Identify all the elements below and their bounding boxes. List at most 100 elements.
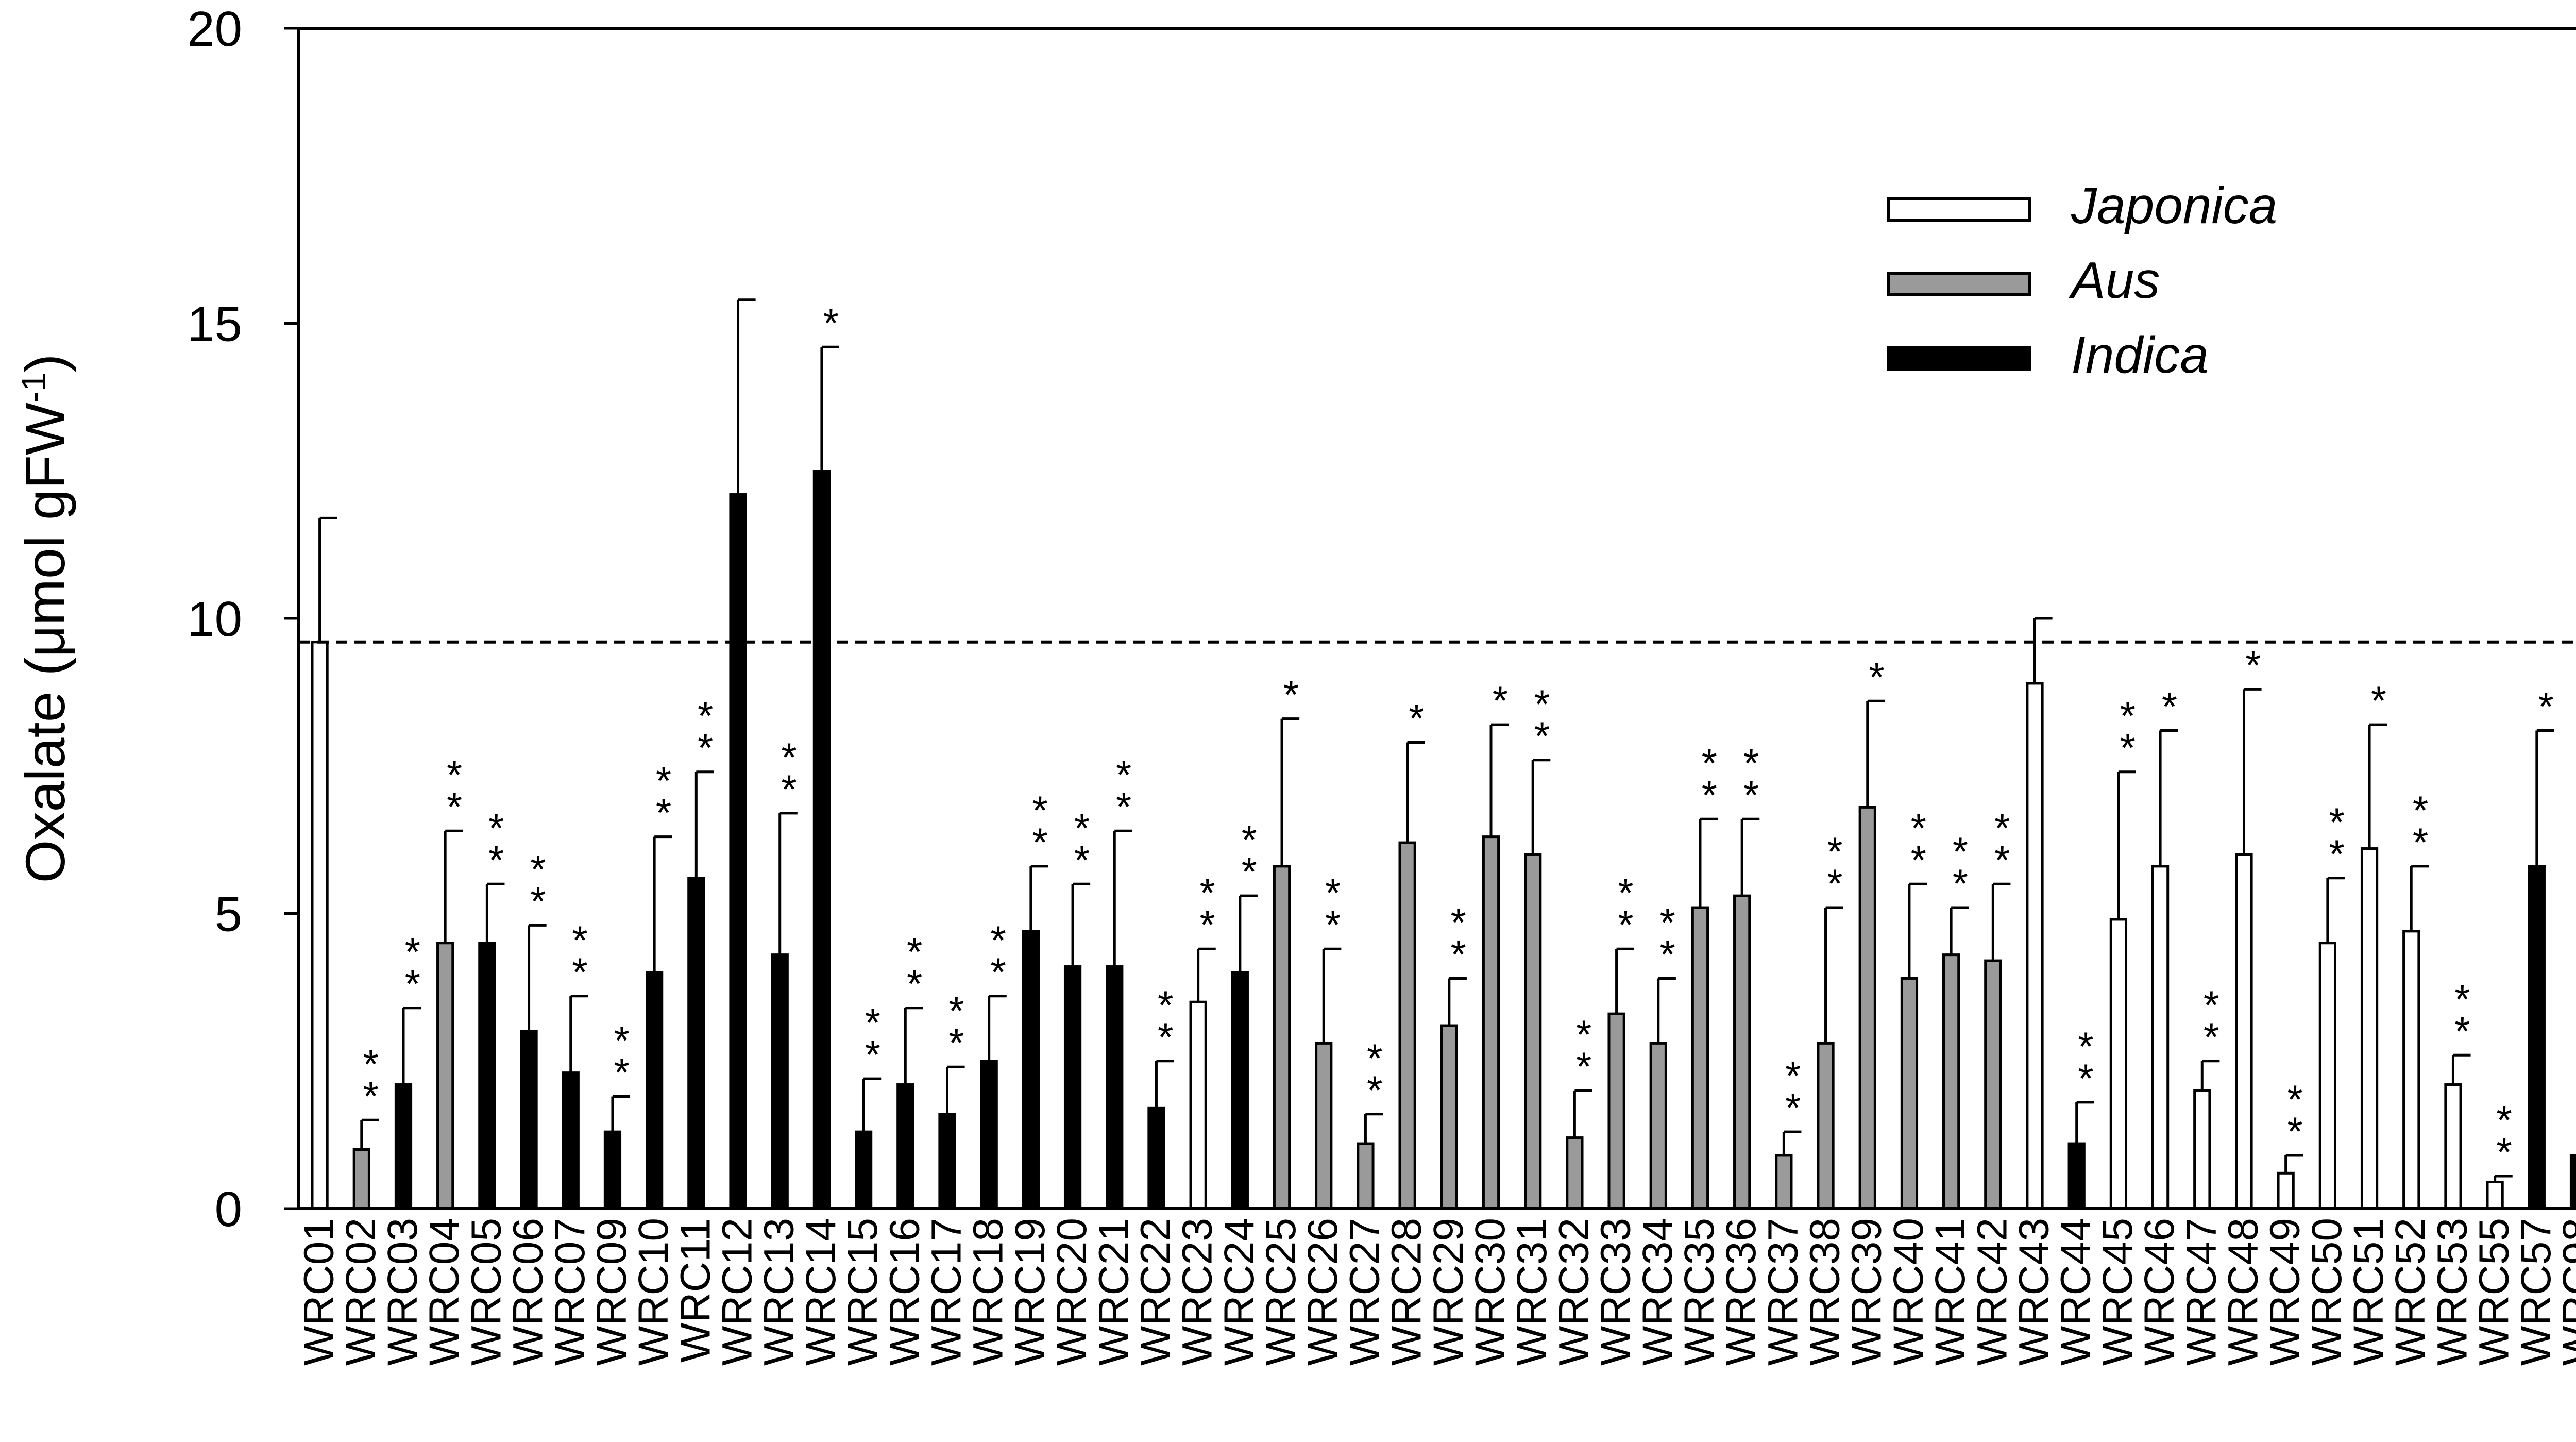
x-tick-label: WRC03 (379, 1218, 426, 1366)
x-tick-label: WRC28 (1383, 1218, 1430, 1366)
bar-group-wrc35: ** (1691, 740, 1718, 1210)
bar (1482, 835, 1500, 1210)
bar (896, 1083, 914, 1210)
significance-star: * (1325, 870, 1341, 915)
bar-group-wrc41: ** (1942, 829, 1969, 1210)
bar (2569, 1154, 2576, 1210)
bar (436, 942, 454, 1210)
significance-star: * (1659, 931, 1675, 977)
significance-star: * (1199, 870, 1215, 915)
x-tick-label: WRC06 (505, 1218, 552, 1366)
bar (520, 1030, 538, 1210)
bar-series: ****** ** ********** ************* *********… (311, 298, 2576, 1210)
bar-group-wrc03: ** (394, 929, 421, 1210)
significance-star: * (1116, 752, 1131, 797)
significance-star: * (1534, 713, 1550, 759)
y-axis-label-superscript: -1 (14, 372, 53, 403)
bar-group-wrc12 (729, 298, 756, 1210)
significance-star: * (2329, 831, 2345, 877)
bar (2277, 1171, 2295, 1210)
bar-group-wrc06: ** (520, 846, 547, 1210)
significance-star: * (990, 917, 1006, 963)
y-axis-title: Oxalate (μmol gFW-1) (14, 354, 76, 883)
significance-star: * (1367, 1035, 1382, 1081)
x-tick-label: WRC34 (1634, 1218, 1681, 1366)
bar-group-wrc53: ** (2444, 976, 2471, 1210)
bar (394, 1083, 413, 1210)
significance-star: * (363, 1041, 378, 1086)
bar-group-wrc09: ** (603, 1017, 631, 1210)
bar-group-wrc49: ** (2277, 1077, 2303, 1210)
significance-star: * (405, 929, 420, 975)
bar (1607, 1012, 1625, 1210)
bar (1775, 1154, 1793, 1210)
significance-star: * (447, 752, 462, 797)
x-tick-label: WRC52 (2387, 1218, 2434, 1366)
x-tick-label: WRC17 (923, 1218, 970, 1366)
significance-star: * (2120, 693, 2136, 739)
x-tick-label: WRC29 (1425, 1218, 1472, 1366)
significance-star: * (363, 1073, 378, 1118)
bar-group-wrc57: * (2528, 684, 2554, 1210)
significance-star: * (1409, 695, 1424, 741)
significance-star: * (2120, 725, 2136, 770)
bar-group-wrc31: ** (1524, 681, 1551, 1210)
significance-star: * (1576, 1012, 1591, 1057)
bar-group-wrc55: ** (2486, 1097, 2513, 1210)
significance-star: * (698, 693, 713, 739)
bar-group-wrc46: * (2151, 684, 2178, 1210)
bar (1398, 841, 1416, 1210)
bar-group-wrc51: * (2360, 678, 2387, 1210)
significance-star: * (907, 961, 922, 1007)
bar-group-wrc17: ** (938, 988, 965, 1210)
significance-star: * (2454, 976, 2470, 1021)
bar (311, 641, 329, 1210)
bar (2486, 1180, 2504, 1210)
bar (2151, 865, 2170, 1210)
significance-star: * (572, 917, 587, 963)
bar-group-wrc01 (311, 516, 337, 1210)
significance-star: * (1702, 740, 1717, 785)
significance-star: * (1911, 837, 1926, 882)
significance-star: * (865, 1000, 880, 1045)
x-tick-label: WRC11 (672, 1218, 719, 1363)
significance-star: * (1367, 1067, 1382, 1113)
bar (603, 1130, 622, 1210)
significance-star: * (1074, 805, 1090, 850)
x-tick-label: WRC42 (1969, 1218, 2015, 1366)
bar (1858, 806, 1876, 1210)
bar-group-wrc40: ** (1900, 805, 1927, 1210)
x-tick-label: WRC26 (1299, 1218, 1346, 1366)
bar (1231, 971, 1249, 1210)
bar-group-wrc02: ** (352, 1041, 379, 1210)
x-tick-label: WRC50 (2303, 1218, 2350, 1366)
significance-star: * (447, 784, 462, 829)
significance-star: * (1074, 837, 1090, 882)
x-tick-label: WRC47 (2178, 1218, 2225, 1366)
significance-star: * (656, 758, 671, 803)
x-tick-label: WRC21 (1090, 1218, 1137, 1366)
x-tick-label: WRC05 (463, 1218, 510, 1366)
x-tick-label: WRC49 (2262, 1218, 2309, 1366)
bar (2235, 853, 2253, 1210)
bar (1649, 1042, 1667, 1210)
x-tick-label: WRC24 (1216, 1218, 1263, 1366)
plot-frame (297, 27, 2576, 1210)
bar (2318, 942, 2336, 1210)
significance-star: * (2496, 1129, 2512, 1175)
bar-group-wrc27: ** (1357, 1035, 1383, 1210)
y-axis-label-main: Oxalate (μmol gFW (14, 403, 76, 883)
significance-star: * (530, 878, 546, 924)
bar (1984, 959, 2002, 1210)
bar (1566, 1136, 1584, 1210)
bar-group-wrc05: ** (478, 805, 505, 1210)
x-tick-label: WRC16 (881, 1218, 928, 1366)
significance-star: * (572, 949, 587, 995)
bar (1357, 1142, 1375, 1210)
significance-star: * (614, 1017, 630, 1063)
significance-star: * (1702, 772, 1717, 817)
legend-item-indica: Indica (1887, 326, 2209, 384)
bar (1440, 1024, 1458, 1210)
bar-group-wrc20: ** (1063, 805, 1091, 1210)
bar-group-wrc14: * (812, 300, 840, 1210)
